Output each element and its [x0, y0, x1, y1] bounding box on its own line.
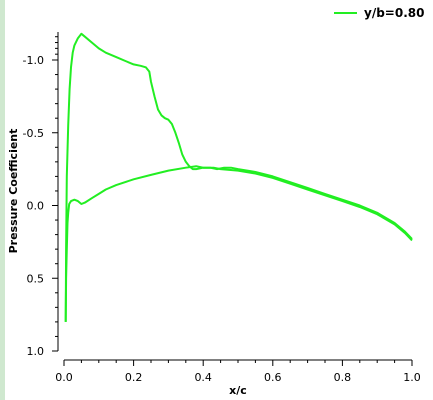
ticks: 0.0 0.2 0.4 0.6 0.8 1.0 -1.0 -0.5 0.0 0.5 1.0 — [23, 36, 421, 384]
series-line-upper-surface — [64, 32, 413, 322]
legend: y/b=0.80 — [334, 6, 424, 20]
y-tick-label: -1.0 — [23, 54, 44, 67]
x-tick-label: 0.4 — [194, 371, 212, 384]
series-line-lower-surface — [64, 165, 413, 322]
x-tick-label: 0.0 — [55, 371, 73, 384]
x-tick-label: 0.2 — [125, 371, 143, 384]
y-axis-title: Pressure Coefficient — [7, 129, 20, 254]
legend-label-y-b-0-80: y/b=0.80 — [364, 6, 424, 20]
y-tick-label: -0.5 — [23, 127, 44, 140]
y-tick-label: 0.5 — [27, 272, 45, 285]
x-axis-title: x/c — [229, 384, 247, 397]
series-lines — [64, 32, 413, 322]
axes — [57, 32, 412, 361]
x-tick-label: 1.0 — [403, 371, 421, 384]
left-edge-strip — [0, 0, 5, 400]
x-tick-label: 0.6 — [264, 371, 282, 384]
y-tick-label: 1.0 — [27, 345, 45, 358]
y-tick-label: 0.0 — [27, 200, 45, 213]
x-tick-label: 0.8 — [334, 371, 352, 384]
